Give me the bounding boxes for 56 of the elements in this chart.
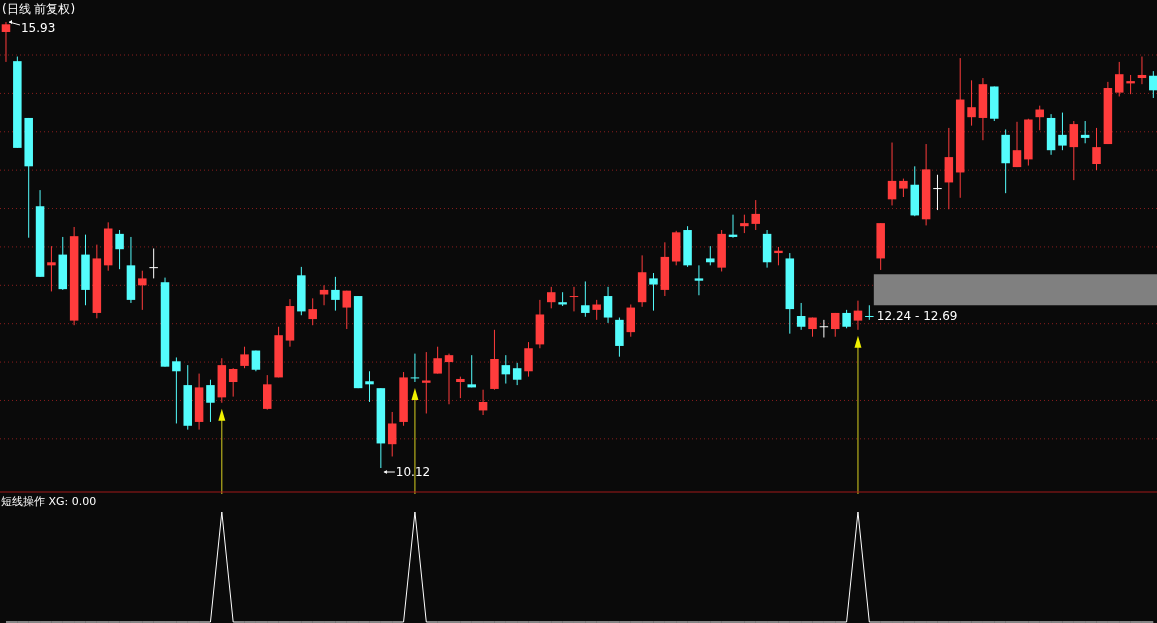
candlestick bbox=[342, 290, 352, 330]
candlestick bbox=[240, 346, 249, 369]
candlestick bbox=[740, 214, 749, 234]
candlestick bbox=[899, 178, 908, 198]
candlestick bbox=[592, 299, 601, 321]
candlestick bbox=[853, 300, 863, 331]
candlestick bbox=[1080, 120, 1090, 144]
candlestick bbox=[1058, 112, 1067, 151]
candlestick bbox=[603, 286, 613, 324]
candlestick bbox=[319, 284, 329, 306]
candlestick bbox=[228, 367, 238, 398]
candlestick bbox=[581, 280, 590, 318]
candlestick bbox=[524, 341, 533, 378]
candlestick bbox=[865, 304, 874, 321]
candlestick bbox=[1149, 70, 1157, 99]
chart-title: 短线操作 XG: 0.00 bbox=[1, 495, 97, 508]
candlestick bbox=[331, 276, 340, 312]
candlestick bbox=[467, 354, 476, 388]
candlestick bbox=[842, 309, 851, 329]
candlestick bbox=[138, 270, 147, 311]
annotation: 12.24 - 12.69 bbox=[876, 309, 958, 324]
annotation: 15.93 bbox=[20, 21, 56, 35]
candlestick bbox=[796, 302, 806, 331]
chart-title: (日线 前复权) bbox=[2, 2, 76, 16]
candlestick bbox=[387, 411, 397, 457]
candlestick bbox=[1126, 74, 1135, 95]
candlestick bbox=[115, 229, 124, 270]
candlestick bbox=[887, 142, 897, 206]
annotation: 10.12 bbox=[395, 465, 431, 479]
candlestick bbox=[1092, 127, 1101, 171]
candlestick bbox=[365, 370, 374, 403]
candlestick bbox=[1, 21, 11, 63]
candlestick bbox=[512, 362, 522, 386]
candlestick bbox=[501, 354, 511, 385]
candlestick bbox=[1035, 105, 1044, 131]
candlestick bbox=[1012, 121, 1022, 168]
candlestick bbox=[1114, 61, 1124, 97]
candlestick bbox=[694, 264, 704, 296]
candlestick bbox=[649, 272, 658, 312]
candlestick bbox=[444, 353, 454, 405]
candlestick bbox=[774, 246, 783, 266]
candlestick bbox=[172, 356, 181, 424]
candlestick bbox=[967, 79, 976, 127]
candlestick bbox=[47, 245, 56, 292]
candlestick bbox=[751, 199, 760, 231]
candlestick bbox=[546, 286, 556, 309]
candlestick bbox=[1137, 56, 1147, 85]
candlestick bbox=[1069, 120, 1079, 181]
candlestick bbox=[433, 346, 442, 375]
candlestick bbox=[308, 297, 317, 326]
candlestick bbox=[932, 174, 943, 211]
candlestick bbox=[706, 245, 715, 266]
candlestick bbox=[422, 351, 431, 414]
candlestick bbox=[456, 376, 465, 399]
candlestick bbox=[148, 247, 159, 279]
candlestick bbox=[206, 379, 215, 423]
